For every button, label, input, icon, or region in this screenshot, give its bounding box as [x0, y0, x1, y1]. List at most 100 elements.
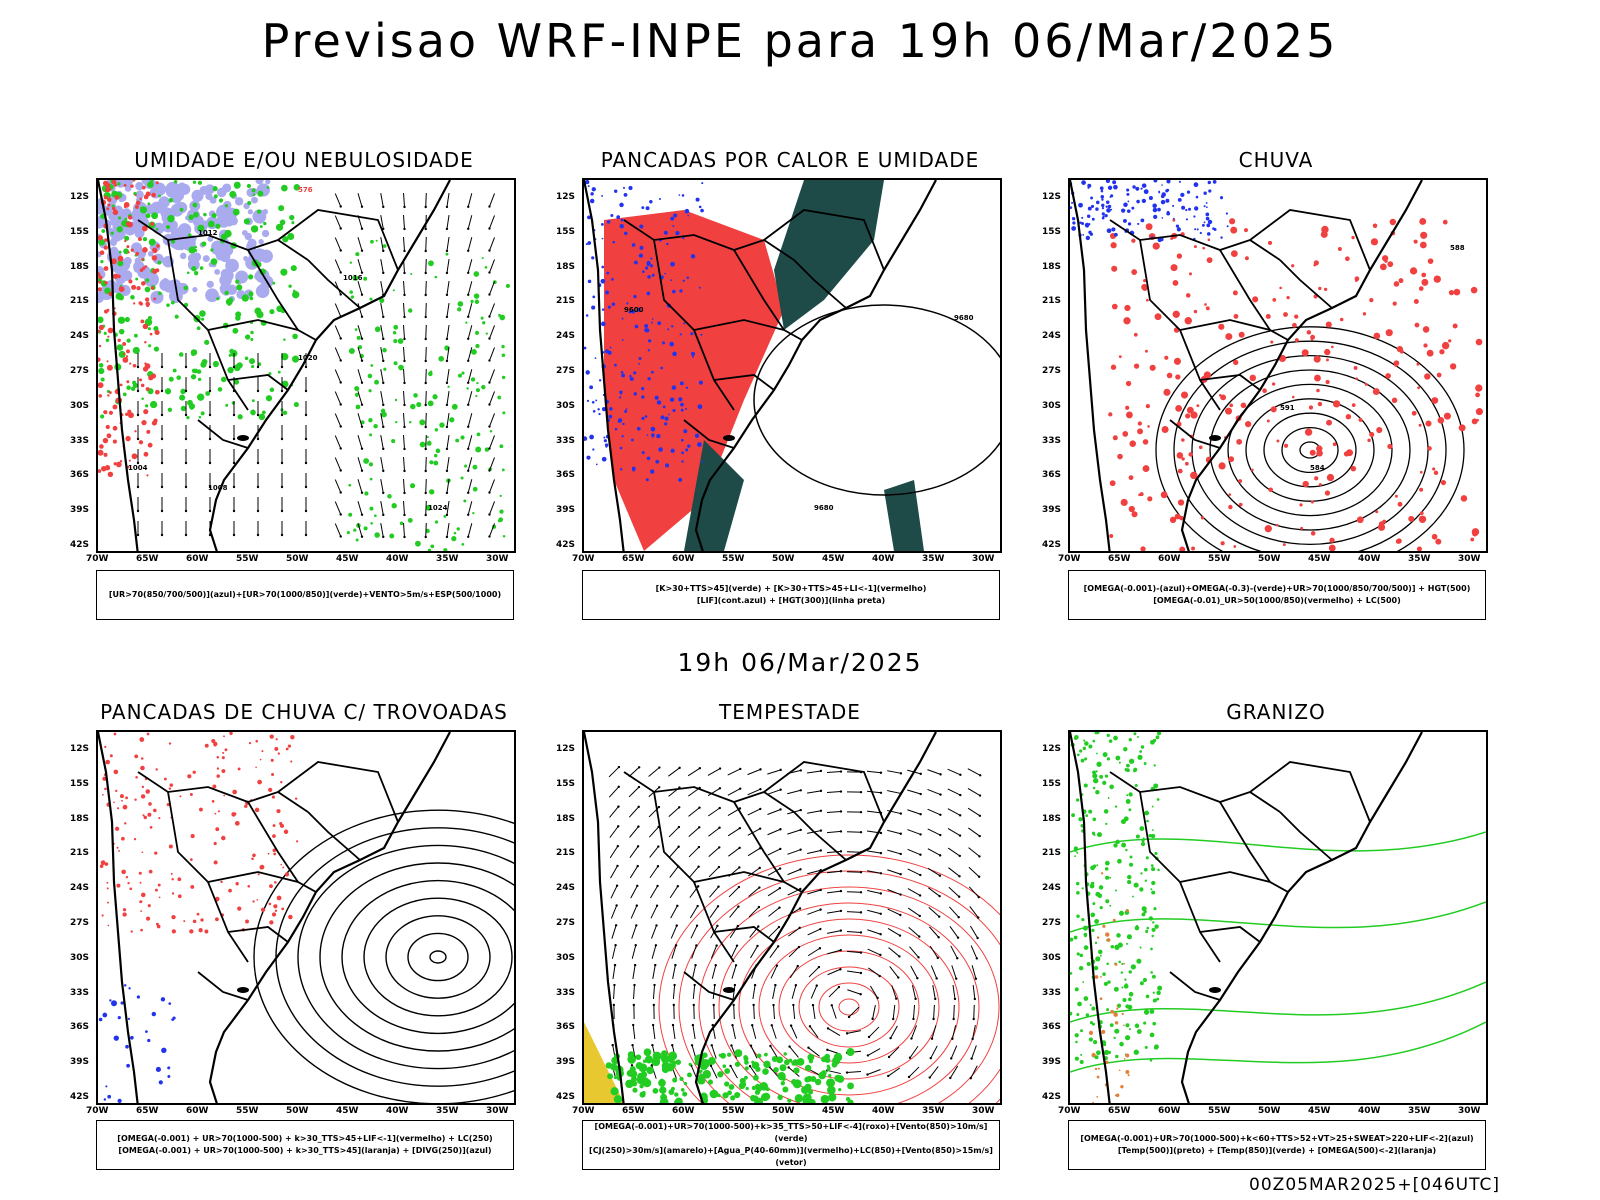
- longitude-tick-label: 45W: [1308, 1106, 1331, 1116]
- border-line: [793, 259, 847, 309]
- lake: [723, 987, 735, 993]
- longitude-tick-label: 55W: [1208, 554, 1231, 564]
- contour-label: 1004: [128, 464, 148, 472]
- forecast-map: [1068, 730, 1488, 1105]
- forecast-map: 584 588 591: [1068, 178, 1488, 553]
- longitude-tick-label: 55W: [236, 1106, 259, 1116]
- panel-title: PANCADAS POR CALOR E UMIDADE: [600, 148, 980, 172]
- latitude-tick-label: 21S: [556, 296, 576, 307]
- longitude-tick-label: 65W: [622, 1106, 645, 1116]
- latitude-tick-label: 33S: [70, 987, 90, 998]
- contour-lines: [253, 809, 514, 1103]
- latitude-tick-label: 15S: [70, 778, 90, 789]
- longitude-tick-label: 55W: [722, 1106, 745, 1116]
- forecast-map: 1012 1016 1008 1020 1024 1004 576: [96, 178, 516, 553]
- precip-area: [98, 984, 176, 1103]
- latitude-tick-label: 33S: [1042, 435, 1062, 446]
- border-line: [1179, 871, 1289, 893]
- latitude-tick-label: 39S: [556, 1057, 576, 1068]
- contour-lines: [658, 854, 1000, 1103]
- wind-vectors: [334, 192, 495, 539]
- border-line: [623, 771, 795, 813]
- latitude-tick-label: 42S: [1042, 540, 1062, 550]
- latitude-tick-label: 33S: [556, 987, 576, 998]
- legend-line: [Temp(500)](preto) + [Temp(850)](verde) …: [1117, 1146, 1437, 1155]
- border-line: [247, 249, 299, 331]
- latitude-tick-label: 39S: [556, 505, 576, 516]
- border-line: [1249, 761, 1371, 823]
- precip-area: [98, 180, 160, 478]
- contour-label: 584: [1310, 464, 1325, 472]
- precip-area: [605, 1048, 855, 1103]
- latitude-tick-label: 42S: [556, 540, 576, 550]
- coastline: [98, 732, 451, 1103]
- border-line: [197, 971, 249, 1001]
- latitude-tick-label: 18S: [1042, 813, 1062, 824]
- latitude-tick-label: 33S: [1042, 987, 1062, 998]
- latitude-tick-label: 15S: [556, 778, 576, 789]
- lake: [723, 435, 735, 441]
- longitude-tick-label: 40W: [386, 554, 409, 564]
- forecast-map: [96, 730, 516, 1105]
- latitude-tick-label: 18S: [1042, 261, 1062, 272]
- longitude-tick-label: 30W: [1458, 554, 1481, 564]
- contour-label: 588: [1450, 244, 1465, 252]
- border-line: [763, 209, 885, 271]
- instability-area: [684, 440, 744, 551]
- border-line: [1169, 971, 1221, 1001]
- border-line: [1109, 219, 1281, 261]
- latitude-tick-label: 27S: [1042, 918, 1062, 928]
- contour-label: 9680: [814, 504, 834, 512]
- border-line: [693, 319, 803, 341]
- border-line: [1179, 319, 1289, 341]
- latitude-tick-label: 42S: [70, 1092, 90, 1102]
- legend-line: [OMEGA(-0.01)_UR>50(1000/850)(vermelho) …: [1153, 596, 1401, 605]
- precip-area: [584, 180, 704, 482]
- forecast-map: 9680 9600 9680: [582, 178, 1002, 553]
- latitude-tick-label: 24S: [70, 883, 90, 894]
- contour-label: 1016: [343, 274, 363, 282]
- precip-area: [1088, 872, 1130, 1103]
- panel-legend: [OMEGA(-0.001)-(azul)+OMEGA(-0.3)-(verde…: [1068, 570, 1486, 620]
- latitude-tick-label: 30S: [70, 400, 90, 411]
- border-line: [1109, 771, 1281, 813]
- contour-lines: [1070, 831, 1486, 1073]
- precip-area: [346, 239, 511, 551]
- longitude-tick-label: 50W: [772, 1106, 795, 1116]
- latitude-tick-label: 21S: [556, 848, 576, 859]
- contour-label: 576: [298, 186, 313, 194]
- longitude-tick-label: 50W: [1258, 554, 1281, 564]
- latitude-tick-label: 39S: [70, 1057, 90, 1068]
- border-line: [307, 259, 361, 309]
- contour-lines: [753, 304, 1000, 496]
- longitude-tick-label: 50W: [772, 554, 795, 564]
- border-line: [693, 871, 803, 893]
- border-line: [247, 801, 299, 883]
- longitude-tick-label: 65W: [136, 554, 159, 564]
- precip-area: [98, 180, 274, 304]
- latitude-tick-label: 30S: [70, 952, 90, 963]
- longitude-tick-label: 35W: [1408, 554, 1431, 564]
- longitude-tick-label: 40W: [1358, 554, 1381, 564]
- longitude-tick-label: 50W: [286, 1106, 309, 1116]
- border-line: [137, 219, 309, 261]
- border-line: [207, 319, 317, 341]
- latitude-tick-label: 21S: [70, 848, 90, 859]
- legend-line: [OMEGA(-0.001) + UR>70(1000-500) + k>30_…: [118, 1146, 492, 1155]
- latitude-tick-label: 42S: [1042, 1092, 1062, 1102]
- longitude-tick-label: 65W: [1108, 1106, 1131, 1116]
- latitude-tick-label: 18S: [556, 813, 576, 824]
- longitude-tick-label: 55W: [1208, 1106, 1231, 1116]
- latitude-tick-label: 27S: [556, 918, 576, 928]
- forecast-map: [582, 730, 1002, 1105]
- longitude-tick-label: 45W: [822, 554, 845, 564]
- latitude-tick-label: 27S: [556, 366, 576, 376]
- longitude-tick-label: 40W: [386, 1106, 409, 1116]
- latitude-tick-label: 21S: [1042, 296, 1062, 307]
- latitude-tick-label: 36S: [70, 470, 90, 481]
- latitude-tick-label: 42S: [556, 1092, 576, 1102]
- border-line: [713, 374, 775, 391]
- legend-line: [LIF](cont.azul) + [HGT(300)](linha pret…: [696, 596, 886, 605]
- longitude-tick-label: 70W: [1058, 554, 1081, 564]
- panel-legend: [UR>70(850/700/500)](azul)+[UR>70(1000/8…: [96, 570, 514, 620]
